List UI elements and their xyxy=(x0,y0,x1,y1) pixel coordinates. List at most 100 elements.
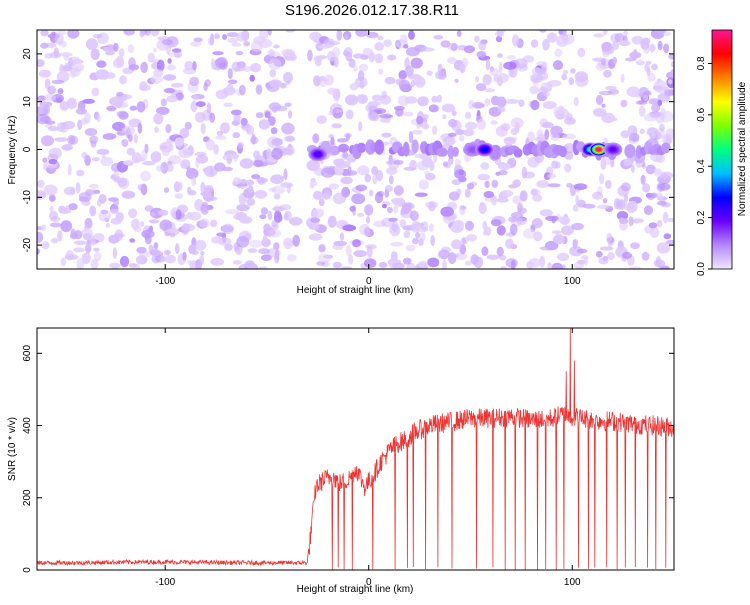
colorbar-tick-label: 0.2 xyxy=(696,210,707,224)
spectrogram-cell xyxy=(561,225,574,236)
spectrogram-cell xyxy=(473,256,484,269)
spectrogram-cell xyxy=(452,219,465,231)
spectrogram-cell xyxy=(544,129,550,140)
spectrogram-cell xyxy=(101,154,106,159)
spectrogram-cell xyxy=(272,206,286,212)
spectrogram-cell xyxy=(249,74,255,82)
spectrogram-cell xyxy=(418,238,424,246)
spectrogram-cell xyxy=(440,206,454,217)
spectrogram-cell xyxy=(267,30,272,36)
spectrogram-cell xyxy=(63,54,70,61)
spectrogram-cell xyxy=(476,51,487,58)
spectrogram-cell xyxy=(456,188,462,196)
spectrogram-cell xyxy=(546,32,558,43)
spectrogram-cell xyxy=(510,128,518,136)
spectrogram-cell xyxy=(73,230,83,240)
spectrogram-cell xyxy=(624,57,637,62)
spectrogram-cell xyxy=(653,30,667,34)
spectrogram-y-tick-label: -20 xyxy=(22,237,33,252)
spectrogram-cell xyxy=(660,266,670,269)
spectrogram-cell xyxy=(43,93,56,102)
spectrogram-cell xyxy=(189,76,200,87)
spectrogram-cell xyxy=(60,220,73,233)
spectrogram-cell xyxy=(657,92,671,103)
spectrogram-cell xyxy=(414,153,426,159)
spectrogram-cell xyxy=(328,183,339,190)
spectrogram-cell xyxy=(317,44,331,49)
spectrogram-cell xyxy=(432,125,438,135)
spectrogram-cell xyxy=(273,44,280,49)
spectrogram-cell xyxy=(128,208,138,219)
spectrogram-cell xyxy=(645,164,656,175)
spectrogram-cell xyxy=(252,159,264,168)
spectrogram-cell xyxy=(78,192,92,202)
spectrogram-cell xyxy=(200,181,206,193)
spectrogram-cell xyxy=(369,189,374,197)
spectrogram-cell xyxy=(128,133,133,143)
colorbar-label: Normalized spectral amplitude xyxy=(737,81,748,216)
spectrogram-cell xyxy=(497,162,512,171)
spectrogram-cell xyxy=(37,113,50,125)
spectrogram-cell xyxy=(541,62,548,75)
spectrogram-cell xyxy=(482,74,492,86)
spectrogram-cell xyxy=(190,100,198,113)
spectrogram-cell xyxy=(151,152,158,161)
spectrogram-cell xyxy=(489,68,500,76)
spectrogram-cell xyxy=(50,216,61,223)
spectrogram-cell xyxy=(630,242,640,250)
spectrogram-cell xyxy=(113,199,120,206)
spectrogram-cell xyxy=(280,182,294,188)
spectrogram-cell xyxy=(546,81,553,92)
spectrogram-cell xyxy=(573,96,579,107)
spectrogram-cell xyxy=(576,248,588,254)
spectrogram-cell xyxy=(233,177,242,185)
spectrogram-cell xyxy=(378,68,384,75)
spectrogram-cell xyxy=(44,52,53,59)
spectrogram-cell xyxy=(292,234,301,247)
spectrogram-cell xyxy=(227,68,233,80)
spectrogram-cell xyxy=(225,209,239,215)
spectrogram-cell xyxy=(147,52,155,63)
spectrogram-cell xyxy=(140,183,148,196)
spectrogram-cell xyxy=(64,254,79,260)
spectrogram-cell xyxy=(345,244,352,257)
spectrogram-cell xyxy=(425,172,436,181)
spectrogram-cell xyxy=(545,215,559,222)
spectrogram-cell xyxy=(206,102,212,114)
spectrogram-cell xyxy=(637,100,645,105)
spectrogram-cell xyxy=(393,204,399,214)
spectrogram-cell xyxy=(54,137,68,142)
spectrogram-cell xyxy=(408,30,415,40)
spectrogram-cell xyxy=(316,115,328,124)
spectrogram-cell xyxy=(118,111,129,120)
spectrogram-cell xyxy=(532,194,543,202)
spectrogram-cell xyxy=(384,76,396,85)
spectrogram-cell xyxy=(173,181,181,193)
spectrogram-cell xyxy=(76,169,85,177)
snr-x-tick-label: -100 xyxy=(155,577,175,588)
spectrogram-cell xyxy=(187,186,192,195)
spectrogram-cell xyxy=(333,240,348,247)
spectrogram-cell xyxy=(442,259,447,269)
spectrogram-cell xyxy=(102,46,116,53)
spectrogram-cell xyxy=(374,53,384,64)
spectrogram-cell xyxy=(92,135,99,142)
spectrogram-cell xyxy=(414,192,428,197)
spectrogram-cell xyxy=(231,120,240,126)
snr-background xyxy=(37,328,674,570)
spectrogram-cell xyxy=(41,135,54,147)
spectrogram-cell xyxy=(333,158,345,166)
spectrogram-cell xyxy=(113,176,122,183)
spectrogram-cell xyxy=(201,201,209,212)
spectrogram-cell xyxy=(643,205,654,216)
spectrogram-cell xyxy=(40,42,49,49)
spectrogram-cell xyxy=(67,134,76,146)
spectrogram-cell xyxy=(619,218,629,224)
spectrogram-cell xyxy=(227,79,238,85)
spectrogram-cell xyxy=(49,51,62,59)
spectrogram-cell xyxy=(435,70,445,80)
spectrogram-cell xyxy=(188,244,197,255)
spectrogram-cell xyxy=(468,99,475,110)
spectrogram-cell xyxy=(395,107,404,117)
